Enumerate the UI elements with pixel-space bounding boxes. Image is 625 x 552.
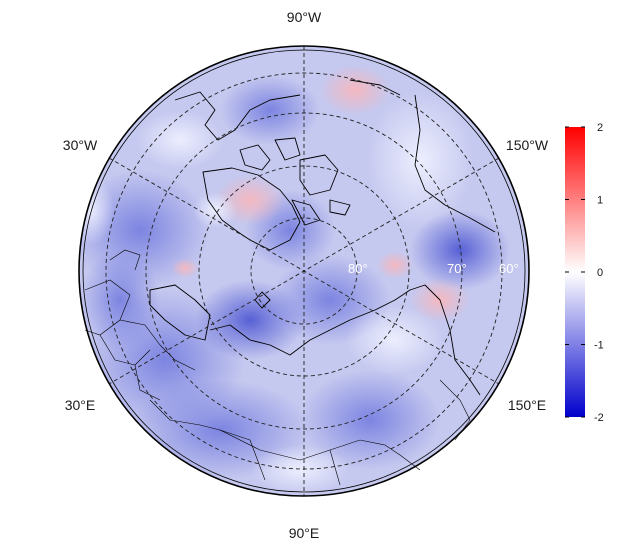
colorbar: 2 1 0 -1 -2 xyxy=(565,122,604,424)
scandinavia-coastline xyxy=(149,284,211,341)
latitude-label-60: 60° xyxy=(499,261,519,276)
longitude-label-upper-left: 30°W xyxy=(63,137,98,153)
asia-borders xyxy=(219,379,471,486)
longitude-label-bottom: 90°E xyxy=(289,525,320,541)
arctic-archipelago-coastline xyxy=(239,137,351,226)
meridian-150w-30e xyxy=(108,157,500,385)
eurasia-coastline xyxy=(209,284,481,396)
longitude-label-lower-left: 30°E xyxy=(65,397,96,413)
colorbar-tick-neg2: -2 xyxy=(594,412,604,424)
longitude-label-lower-right: 150°E xyxy=(508,397,546,413)
colorbar-gradient xyxy=(565,127,585,417)
north-america-coastline xyxy=(174,79,496,233)
greenland-coastline xyxy=(202,167,301,251)
colorbar-tick-2: 2 xyxy=(597,122,603,134)
colorbar-tick-0: 0 xyxy=(597,267,603,279)
latitude-circle-80 xyxy=(250,217,358,325)
latitude-label-70: 70° xyxy=(447,261,467,276)
map-disc xyxy=(78,45,530,497)
longitude-label-top: 90°W xyxy=(287,9,322,25)
map-rim-inner xyxy=(82,49,526,493)
colorbar-tick-1: 1 xyxy=(597,195,603,207)
latitude-label-80: 80° xyxy=(348,261,368,276)
colorbar-tick-neg1: -1 xyxy=(594,340,604,352)
map-rim xyxy=(78,45,530,497)
europe-borders xyxy=(84,249,251,441)
longitude-label-upper-right: 150°W xyxy=(506,137,549,153)
colorbar-ticks xyxy=(565,126,585,418)
